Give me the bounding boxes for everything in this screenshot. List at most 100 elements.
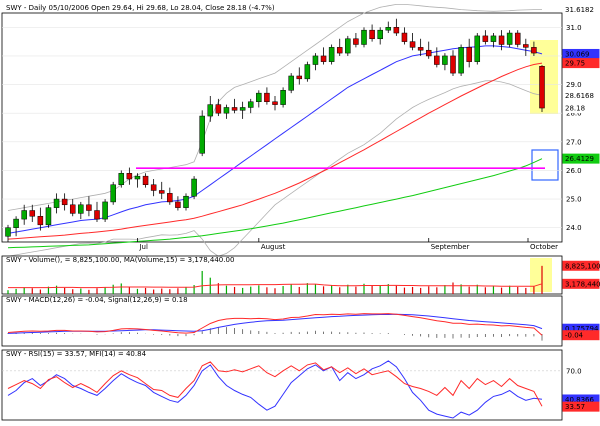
macd-tag-box xyxy=(562,330,600,341)
candle-body xyxy=(142,175,149,186)
candle-body xyxy=(110,184,116,203)
volume-ma xyxy=(8,283,543,289)
candle-body xyxy=(29,210,36,217)
candle-body xyxy=(450,55,456,74)
candle-body xyxy=(312,55,319,65)
candle-body xyxy=(304,64,311,80)
candle-body xyxy=(102,201,108,220)
mfi-line xyxy=(7,360,543,419)
price-tick-label: 25.0 xyxy=(566,196,582,204)
candle-body xyxy=(417,47,424,51)
macd-tag-label: 0.175794 xyxy=(565,325,599,333)
candle-body xyxy=(498,35,505,45)
rsi-line xyxy=(7,361,543,407)
rsi-tag-box xyxy=(562,401,600,412)
price-panel: SWY - Daily 05/10/2006 Open 29.64, Hi 29… xyxy=(1,4,600,257)
candle-body xyxy=(434,55,440,65)
rsi-tag-label: 33.57 xyxy=(565,403,585,411)
price-tag-box xyxy=(562,90,600,101)
bollinger-lower xyxy=(7,80,543,257)
price-tag-box xyxy=(562,58,600,69)
macd-tag-label: -0.04 xyxy=(565,332,584,340)
price-tag-label: 31.6182 xyxy=(565,6,594,14)
candle-body xyxy=(126,173,133,180)
volume-title: SWY - Volume(), = 8,825,100.00, MA(Volum… xyxy=(6,256,234,264)
price-tick-label: 31.0 xyxy=(566,24,582,32)
candle-body xyxy=(296,75,303,80)
candle-body xyxy=(223,107,230,114)
candles xyxy=(5,18,545,242)
candle-body xyxy=(531,47,537,54)
candle-body xyxy=(175,201,181,208)
candle-body xyxy=(37,215,44,226)
candle-body xyxy=(231,107,238,111)
candle-body xyxy=(474,35,481,62)
volume-panel: SWY - Volume(), = 8,825,100.00, MA(Volum… xyxy=(1,255,600,295)
price-lines xyxy=(7,4,543,257)
volume-tags: 8,825,100 3,178,440 xyxy=(562,260,600,289)
price-tick-label: 29.0 xyxy=(566,81,582,89)
candle-body xyxy=(361,29,367,45)
candle-body xyxy=(514,32,521,45)
candle-body xyxy=(442,55,448,65)
volume-ma-line xyxy=(8,283,543,289)
candle-body xyxy=(78,204,84,214)
candle-body xyxy=(539,65,545,109)
candle-body xyxy=(409,41,416,48)
candle-body xyxy=(158,190,165,194)
x-tick-label: Jul xyxy=(138,243,148,251)
candle-body xyxy=(13,218,19,228)
macd-histogram xyxy=(7,327,543,341)
macd-tags: 0.175794-0.04 xyxy=(562,323,600,341)
candle-body xyxy=(69,204,76,214)
price-tick-label: 28.0 xyxy=(566,110,582,118)
candle-body xyxy=(506,32,513,45)
candle-body xyxy=(458,47,464,74)
candle-body xyxy=(377,29,383,40)
macd-signal-line xyxy=(7,313,543,334)
volume-highlight xyxy=(530,258,552,292)
candle-body xyxy=(256,92,262,102)
candle-body xyxy=(215,104,222,114)
candle-body xyxy=(61,198,68,206)
macd-panel: SWY - MACD(12,26) = -0.04, Signal(12,26,… xyxy=(1,295,600,347)
candle-body xyxy=(86,204,92,211)
macd-lines xyxy=(7,313,543,336)
price-tag-box xyxy=(562,153,600,164)
candle-body xyxy=(490,35,497,42)
candle-body xyxy=(21,210,27,220)
ma50-line xyxy=(7,62,543,240)
bollinger-upper xyxy=(7,4,542,211)
volume-tag-label: 3,178,440 xyxy=(565,280,600,288)
candle-body xyxy=(199,115,205,154)
price-tick-label: 24.0 xyxy=(566,224,582,232)
candle-body xyxy=(353,38,359,45)
macd-line xyxy=(7,313,543,336)
candle-body xyxy=(393,27,400,34)
volume-tag-label: 8,825,100 xyxy=(565,262,600,270)
candle-body xyxy=(320,55,327,62)
candle-body xyxy=(401,32,408,42)
x-tick-label: September xyxy=(431,243,470,251)
candle-body xyxy=(272,101,278,105)
candle-body xyxy=(134,175,141,180)
rsi-tag-label: 40.8366 xyxy=(565,396,594,404)
price-tick-label: 26.0 xyxy=(566,167,582,175)
candle-body xyxy=(369,29,375,40)
candle-body xyxy=(191,178,197,197)
candle-body xyxy=(45,207,52,226)
volume-tag-box xyxy=(562,260,600,271)
rsi-panel: SWY - RSI(15) = 33.57, MFI(14) = 40.84 7… xyxy=(1,349,600,421)
candle-body xyxy=(53,198,60,208)
candle-body xyxy=(336,47,343,54)
x-tick-label: October xyxy=(530,243,558,251)
macd-title: SWY - MACD(12,26) = -0.04, Signal(12,26,… xyxy=(6,296,188,304)
candle-body xyxy=(345,38,351,54)
candle-body xyxy=(183,195,189,208)
candle-body xyxy=(425,49,432,57)
rsi-ticks: 70.0 xyxy=(566,367,582,375)
price-tag-label: 26.4129 xyxy=(565,155,594,163)
volume-tag-box xyxy=(562,278,600,289)
candle-body xyxy=(482,35,489,42)
